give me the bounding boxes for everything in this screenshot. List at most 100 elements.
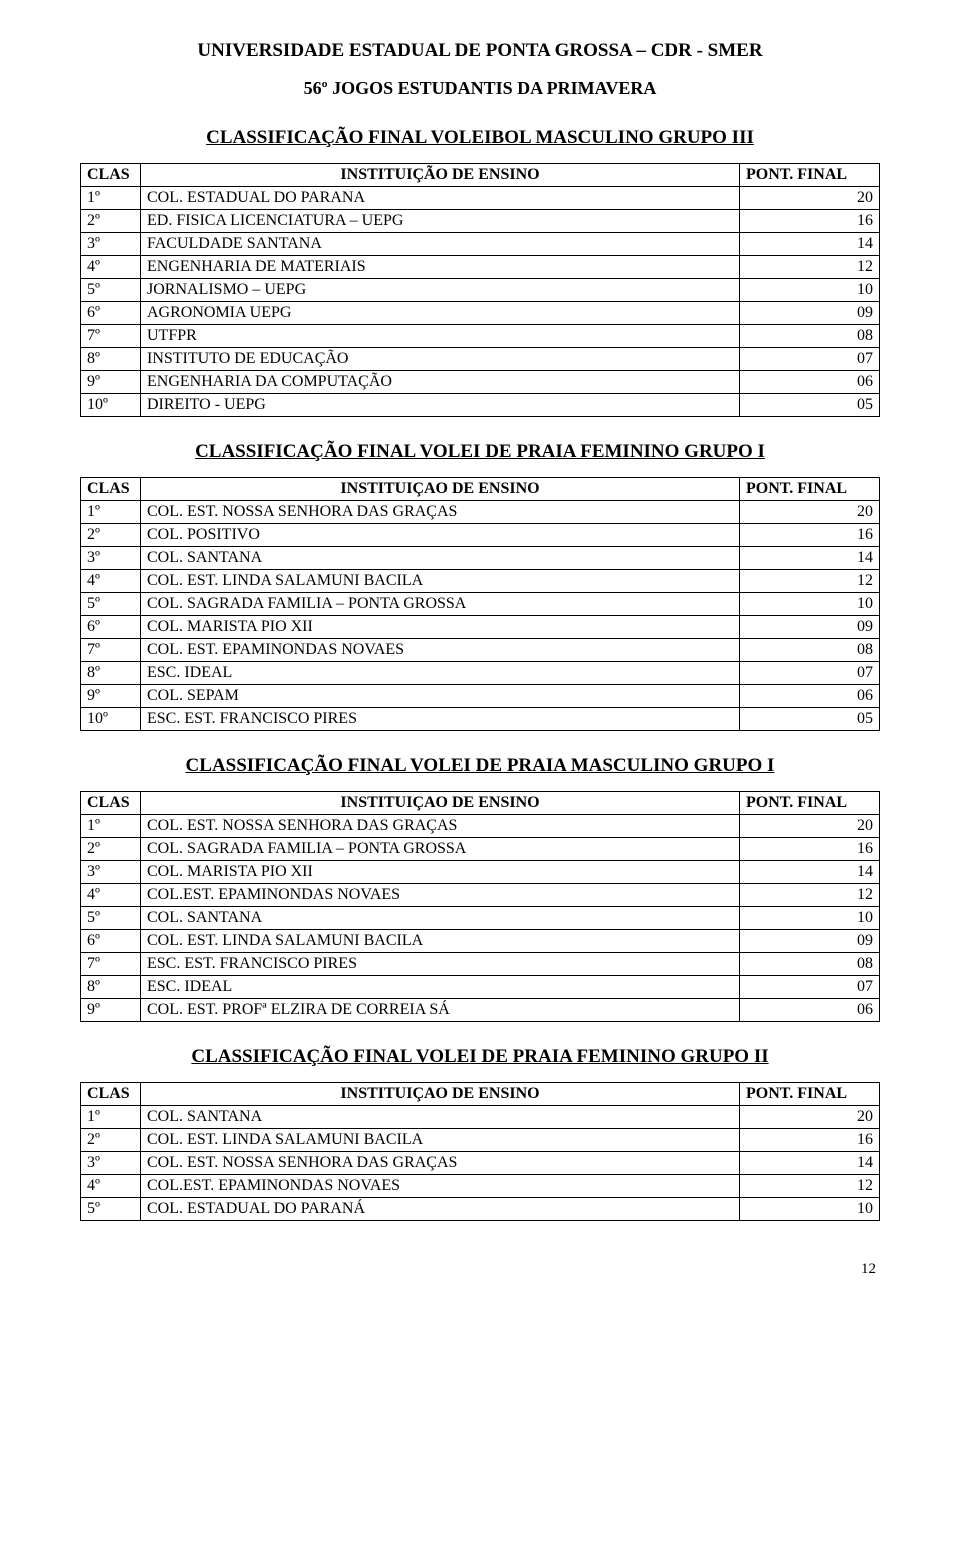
cell-institution: COL. EST. EPAMINONDAS NOVAES <box>141 639 740 662</box>
cell-position: 7º <box>81 639 141 662</box>
cell-points: 07 <box>740 976 880 999</box>
cell-institution: COL. SANTANA <box>141 1106 740 1129</box>
cell-position: 3º <box>81 233 141 256</box>
cell-institution: ESC. EST. FRANCISCO PIRES <box>141 953 740 976</box>
col-header-instituicao: INSTITUIÇÃO DE ENSINO <box>141 164 740 187</box>
section-title: CLASSIFICAÇÃO FINAL VOLEIBOL MASCULINO G… <box>80 127 880 149</box>
classification-table: CLASINSTITUIÇAO DE ENSINOPONT. FINAL1ºCO… <box>80 1082 880 1221</box>
cell-institution: FACULDADE SANTANA <box>141 233 740 256</box>
cell-points: 20 <box>740 1106 880 1129</box>
table-row: 3ºCOL. MARISTA PIO XII14 <box>81 861 880 884</box>
cell-position: 4º <box>81 884 141 907</box>
col-header-instituicao: INSTITUIÇAO DE ENSINO <box>141 478 740 501</box>
cell-points: 16 <box>740 524 880 547</box>
table-row: 8ºINSTITUTO DE EDUCAÇÃO07 <box>81 348 880 371</box>
table-row: 1ºCOL. EST. NOSSA SENHORA DAS GRAÇAS20 <box>81 815 880 838</box>
cell-points: 08 <box>740 953 880 976</box>
table-row: 5ºCOL. ESTADUAL DO PARANÁ10 <box>81 1198 880 1221</box>
cell-points: 09 <box>740 930 880 953</box>
table-row: 5ºCOL. SANTANA10 <box>81 907 880 930</box>
table-row: 1ºCOL. EST. NOSSA SENHORA DAS GRAÇAS20 <box>81 501 880 524</box>
cell-position: 6º <box>81 930 141 953</box>
cell-institution: ESC. EST. FRANCISCO PIRES <box>141 708 740 731</box>
table-row: 7ºUTFPR08 <box>81 325 880 348</box>
col-header-pont: PONT. FINAL <box>740 792 880 815</box>
cell-institution: COL. SANTANA <box>141 547 740 570</box>
cell-points: 09 <box>740 616 880 639</box>
cell-points: 08 <box>740 639 880 662</box>
page-header-institution: UNIVERSIDADE ESTADUAL DE PONTA GROSSA – … <box>80 40 880 62</box>
table-row: 9ºCOL. SEPAM06 <box>81 685 880 708</box>
table-row: 2ºCOL. SAGRADA FAMILIA – PONTA GROSSA16 <box>81 838 880 861</box>
cell-points: 08 <box>740 325 880 348</box>
classification-table: CLASINSTITUIÇAO DE ENSINOPONT. FINAL1ºCO… <box>80 791 880 1022</box>
cell-points: 20 <box>740 187 880 210</box>
table-row: 3ºFACULDADE SANTANA14 <box>81 233 880 256</box>
cell-points: 10 <box>740 593 880 616</box>
cell-points: 14 <box>740 1152 880 1175</box>
col-header-clas: CLAS <box>81 164 141 187</box>
cell-points: 10 <box>740 907 880 930</box>
col-header-pont: PONT. FINAL <box>740 1083 880 1106</box>
cell-institution: COL. EST. LINDA SALAMUNI BACILA <box>141 1129 740 1152</box>
sections-container: CLASSIFICAÇÃO FINAL VOLEIBOL MASCULINO G… <box>80 127 880 1221</box>
cell-institution: COL. SAGRADA FAMILIA – PONTA GROSSA <box>141 593 740 616</box>
cell-points: 07 <box>740 662 880 685</box>
table-row: 9ºCOL. EST. PROFª ELZIRA DE CORREIA SÁ06 <box>81 999 880 1022</box>
col-header-pont: PONT. FINAL <box>740 478 880 501</box>
cell-institution: COL. SAGRADA FAMILIA – PONTA GROSSA <box>141 838 740 861</box>
col-header-pont: PONT. FINAL <box>740 164 880 187</box>
cell-position: 2º <box>81 524 141 547</box>
cell-institution: COL. EST. NOSSA SENHORA DAS GRAÇAS <box>141 815 740 838</box>
cell-institution: COL. EST. LINDA SALAMUNI BACILA <box>141 570 740 593</box>
cell-institution: COL.EST. EPAMINONDAS NOVAES <box>141 1175 740 1198</box>
cell-position: 4º <box>81 570 141 593</box>
cell-position: 10º <box>81 394 141 417</box>
cell-institution: COL. SEPAM <box>141 685 740 708</box>
cell-points: 06 <box>740 685 880 708</box>
table-row: 5ºCOL. SAGRADA FAMILIA – PONTA GROSSA10 <box>81 593 880 616</box>
cell-position: 8º <box>81 662 141 685</box>
cell-points: 12 <box>740 570 880 593</box>
cell-institution: ENGENHARIA DA COMPUTAÇÃO <box>141 371 740 394</box>
cell-position: 3º <box>81 547 141 570</box>
cell-points: 12 <box>740 884 880 907</box>
cell-points: 10 <box>740 1198 880 1221</box>
cell-position: 5º <box>81 1198 141 1221</box>
cell-points: 14 <box>740 861 880 884</box>
cell-position: 6º <box>81 616 141 639</box>
table-row: 4ºCOL. EST. LINDA SALAMUNI BACILA12 <box>81 570 880 593</box>
cell-position: 6º <box>81 302 141 325</box>
cell-position: 2º <box>81 838 141 861</box>
cell-position: 7º <box>81 953 141 976</box>
cell-points: 16 <box>740 1129 880 1152</box>
section-title: CLASSIFICAÇÃO FINAL VOLEI DE PRAIA MASCU… <box>80 755 880 777</box>
table-row: 7ºESC. EST. FRANCISCO PIRES08 <box>81 953 880 976</box>
cell-position: 9º <box>81 371 141 394</box>
cell-institution: DIREITO - UEPG <box>141 394 740 417</box>
cell-position: 1º <box>81 187 141 210</box>
cell-position: 2º <box>81 1129 141 1152</box>
table-row: 2ºCOL. EST. LINDA SALAMUNI BACILA16 <box>81 1129 880 1152</box>
col-header-clas: CLAS <box>81 478 141 501</box>
cell-institution: UTFPR <box>141 325 740 348</box>
cell-position: 10º <box>81 708 141 731</box>
table-row: 3ºCOL. SANTANA14 <box>81 547 880 570</box>
cell-institution: COL. EST. NOSSA SENHORA DAS GRAÇAS <box>141 1152 740 1175</box>
cell-points: 06 <box>740 371 880 394</box>
cell-points: 12 <box>740 1175 880 1198</box>
table-row: 1ºCOL. ESTADUAL DO PARANA20 <box>81 187 880 210</box>
cell-position: 9º <box>81 685 141 708</box>
table-row: 7ºCOL. EST. EPAMINONDAS NOVAES08 <box>81 639 880 662</box>
table-row: 5ºJORNALISMO – UEPG10 <box>81 279 880 302</box>
table-row: 6ºCOL. EST. LINDA SALAMUNI BACILA09 <box>81 930 880 953</box>
section-title: CLASSIFICAÇÃO FINAL VOLEI DE PRAIA FEMIN… <box>80 1046 880 1068</box>
cell-institution: COL.EST. EPAMINONDAS NOVAES <box>141 884 740 907</box>
table-row: 2ºCOL. POSITIVO16 <box>81 524 880 547</box>
cell-institution: COL. MARISTA PIO XII <box>141 616 740 639</box>
table-row: 10ºDIREITO - UEPG05 <box>81 394 880 417</box>
cell-position: 1º <box>81 815 141 838</box>
cell-position: 8º <box>81 976 141 999</box>
cell-points: 20 <box>740 815 880 838</box>
cell-points: 14 <box>740 547 880 570</box>
